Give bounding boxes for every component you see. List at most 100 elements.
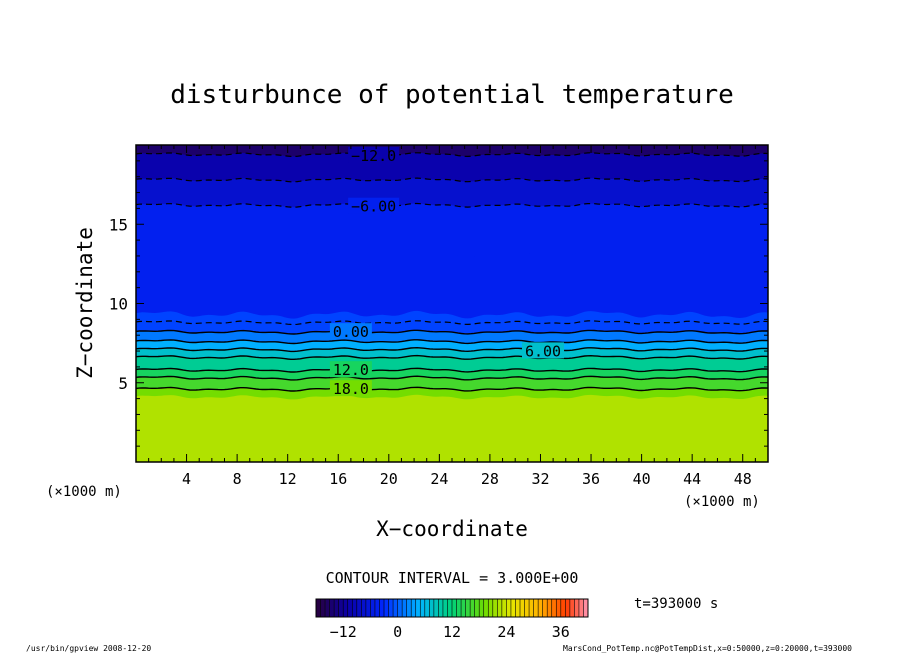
colorbar-cell [551,599,557,617]
contour-interval-text: CONTOUR INTERVAL = 3.000E+00 [326,569,579,587]
colorbar-cell [474,599,480,617]
contour-line [136,354,768,360]
colorbar-cell [538,599,543,617]
colorbar-cell [542,599,548,617]
colorbar-cell [497,599,502,617]
colorbar-cell [370,599,375,617]
colorbar-cell [388,599,394,617]
colorbar-cell [325,599,330,617]
x-tick-label: 28 [481,470,499,488]
colorbar-cell [406,599,412,617]
contour-label-bg [329,361,372,378]
colorbar-cell [320,599,326,617]
colorbar-cell [492,599,498,617]
contour-line [136,177,768,183]
colorbar-cell [556,599,561,617]
footer-left: /usr/bin/gpview 2008-12-20 [26,644,151,653]
time-label: t=393000 s [634,596,718,612]
x-tick-label: 8 [233,470,242,488]
contour-line [136,346,768,353]
colorbar-cell [393,599,398,617]
colorbar-cell [465,599,471,617]
contour-label-bg [348,197,400,214]
colorbar-cell [334,599,339,617]
contour-label: −6.00 [351,198,396,216]
colorbar-cell [574,599,579,617]
y-tick-label: 5 [118,374,128,393]
contour-label: 0.00 [333,323,369,341]
colorbar-cell [379,599,384,617]
colorbar-cell [569,599,575,617]
colorbar-cell [565,599,570,617]
colorbar-cell [479,599,484,617]
footer-right: MarsCond_PotTemp.nc@PotTempDist,x=0:5000… [563,644,852,653]
x-tick-label: 20 [380,470,398,488]
x-tick-label: 40 [633,470,651,488]
chart-title: disturbunce of potential temperature [170,80,734,110]
x-tick-label: 12 [279,470,297,488]
contour-label: 18.0 [333,380,369,398]
x-tick-label: 36 [582,470,600,488]
y-tick-label: 15 [109,215,128,234]
colorbar-cell [560,599,566,617]
x-tick-label: 44 [683,470,701,488]
colorbar-cell [424,599,430,617]
y-axis-label: Z−coordinate [73,227,97,379]
colorbar: −12 0 12 24 36 [315,598,589,641]
colorbar-cell [442,599,448,617]
colorbar-cell [533,599,539,617]
colorbar-cell [411,599,416,617]
colorbar-cell [438,599,443,617]
colorbar-cell [433,599,439,617]
contour-line [136,367,768,373]
colorbar-cell [501,599,507,617]
colorbar-tick-label: 36 [552,623,570,641]
colorbar-cell [470,599,475,617]
x-tick-label: 32 [531,470,549,488]
contour-labels: −12.0 −6.00 0.00 6.00 12.018.0 [329,146,565,398]
contour-label-bg [329,323,372,340]
colorbar-cell [452,599,457,617]
x-tick-label: 48 [734,470,752,488]
colorbar-cell [483,599,489,617]
colorbar-cell [402,599,407,617]
contour-label-bg [522,342,565,359]
contour-line [136,320,768,326]
contour-line [136,152,768,158]
colorbar-cell [488,599,493,617]
colorbar-cell [329,599,335,617]
colorbar-cell [524,599,530,617]
colorbar-cell [343,599,348,617]
contour-line [136,375,768,381]
contour-line [136,386,768,392]
colorbar-tick-label: −12 [330,623,357,641]
fill-band [136,394,768,462]
colorbar-cell [583,599,588,617]
colorbar-cell [338,599,344,617]
colorbar-cell [316,599,321,617]
colorbar-cell [578,599,584,617]
colorbar-cell [365,599,371,617]
colorbar-cell [397,599,403,617]
contour-label-bg [348,146,400,163]
contour-line [136,339,768,345]
contour-label: −12.0 [351,147,396,165]
colorbar-cell [510,599,516,617]
plot-fill [136,145,768,462]
contour-line [136,202,768,208]
colorbar-cell [547,599,552,617]
contour-lines [136,152,768,392]
colorbar-tick-label: 0 [393,623,402,641]
colorbar-cell [356,599,362,617]
colorbar-cell [374,599,380,617]
x-tick-label: 24 [430,470,448,488]
colorbar-cell [520,599,525,617]
contour-line [136,329,768,335]
colorbar-cell [347,599,353,617]
colorbar-cell [456,599,462,617]
contour-label: 6.00 [525,342,561,360]
colorbar-cell [352,599,357,617]
colorbar-cell [515,599,520,617]
